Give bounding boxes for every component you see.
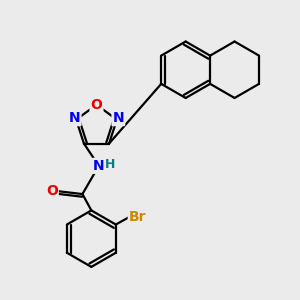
Text: N: N xyxy=(69,111,80,125)
Text: N: N xyxy=(112,111,124,125)
Text: N: N xyxy=(93,159,105,173)
Text: O: O xyxy=(46,184,58,198)
Text: Br: Br xyxy=(129,210,146,224)
Text: O: O xyxy=(91,98,102,112)
Text: H: H xyxy=(105,158,115,171)
